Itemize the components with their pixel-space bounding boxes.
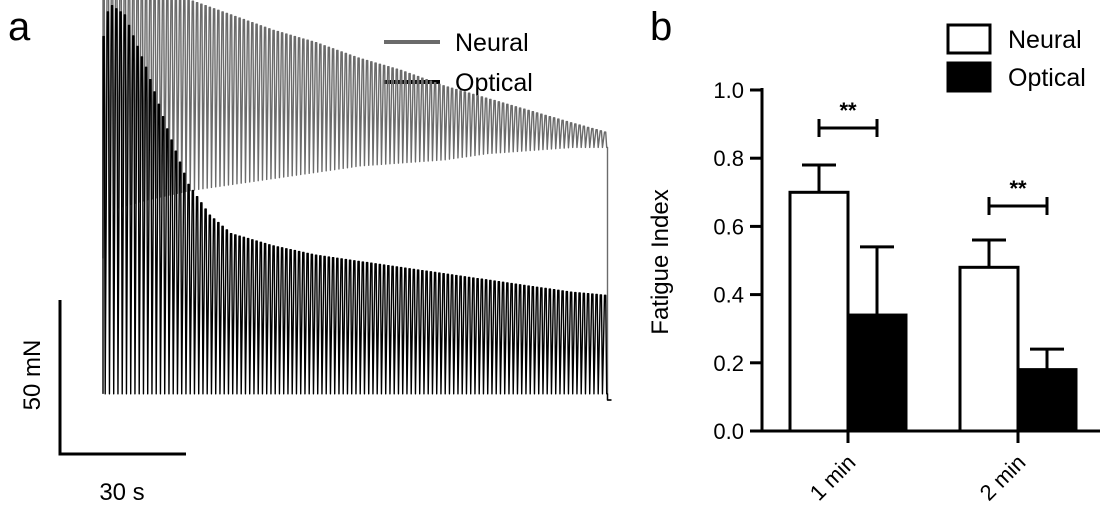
legend-neural-text: Neural bbox=[1008, 26, 1082, 54]
fatigue-bar-chart: Fatigue Index 0.0 0.2 0.4 0.6 0.8 1.0 1 min ** 2… bbox=[647, 78, 1100, 505]
trace-optical bbox=[102, 5, 612, 401]
legend-neural-label: Neural bbox=[455, 29, 529, 57]
force-traces bbox=[102, 0, 612, 401]
bar-neural-2min bbox=[958, 265, 1020, 433]
panel-a-label: a bbox=[8, 5, 31, 49]
y-axis-title: Fatigue Index bbox=[647, 189, 674, 334]
y-tick-label: 0.0 bbox=[713, 419, 744, 444]
legend-optical-label: Optical bbox=[455, 69, 533, 97]
significance-label: ** bbox=[839, 98, 857, 123]
significance-label: ** bbox=[1009, 176, 1027, 201]
trace-neural bbox=[102, 0, 612, 401]
bar-optical-2min bbox=[1016, 368, 1078, 433]
legend-optical-text: Optical bbox=[1008, 64, 1086, 92]
significance-bracket bbox=[817, 119, 879, 137]
bar-neural-1min bbox=[788, 190, 850, 433]
scale-bar: 50 mN 30 s bbox=[19, 300, 186, 506]
panel-b-legend: Neural Optical bbox=[946, 23, 1086, 93]
panel-b-label: b bbox=[650, 5, 672, 49]
x-tick-label: 2 min bbox=[975, 450, 1031, 506]
y-tick-label: 0.4 bbox=[713, 283, 744, 308]
y-tick-label: 0.2 bbox=[713, 351, 744, 376]
y-tick-label: 0.8 bbox=[713, 146, 744, 171]
y-tick-label: 1.0 bbox=[713, 78, 744, 103]
legend-optical-box bbox=[946, 61, 992, 93]
x-tick-label: 1 min bbox=[805, 450, 861, 506]
legend-neural-box bbox=[946, 23, 992, 55]
scale-bar-horizontal-label: 30 s bbox=[99, 479, 144, 506]
scale-bar-vertical-label: 50 mN bbox=[19, 340, 46, 411]
bar-optical-1min bbox=[846, 313, 908, 433]
significance-bracket bbox=[987, 197, 1049, 215]
panel-a-legend: Neural Optical bbox=[384, 29, 533, 97]
y-tick-label: 0.6 bbox=[713, 214, 744, 239]
